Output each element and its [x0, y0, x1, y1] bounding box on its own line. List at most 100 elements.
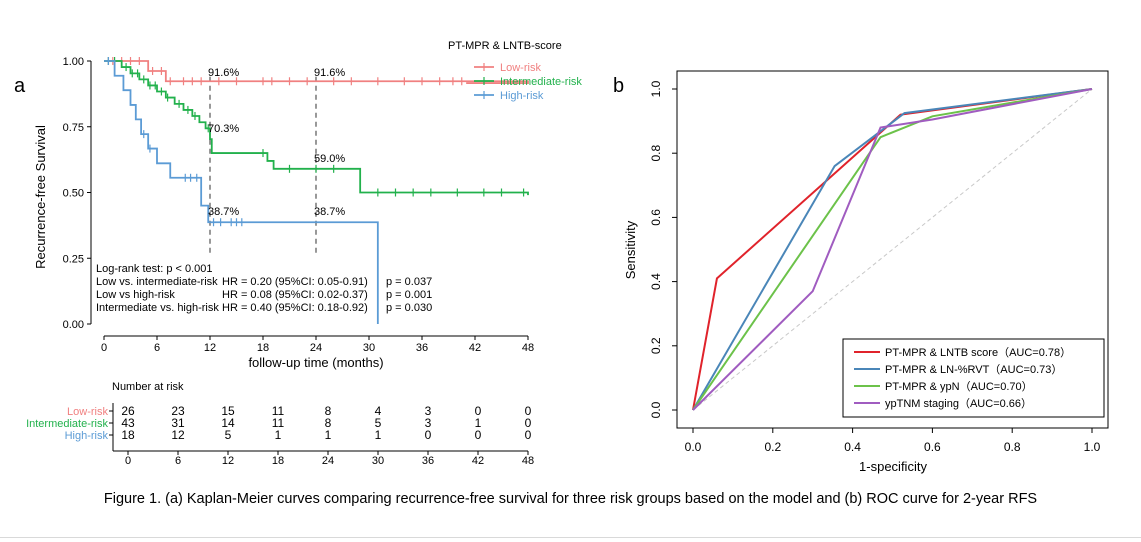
risk-count: 26 — [121, 404, 135, 418]
roc-legend-label: PT-MPR & LN-%RVT（AUC=0.73） — [885, 363, 1062, 376]
km-axes: 0 6 12 18 24 30 36 42 48 0.00 0.25 0.50 0.75 1.00 — [63, 56, 535, 354]
roc-curves — [692, 88, 1093, 411]
roc-legend-box — [842, 338, 1105, 418]
stat-label: Low vs. intermediate-risk — [96, 276, 218, 288]
roc-y-tick-label: 0.8 — [649, 145, 663, 162]
risk-count: 11 — [272, 404, 285, 418]
risk-count: 3 — [425, 416, 432, 430]
km-curve-intermediate-risk — [104, 60, 529, 196]
km-curve-low-risk — [104, 60, 529, 84]
risk-row-label: High-risk — [65, 430, 109, 442]
roc-axes: 0.0 0.2 0.4 0.6 0.8 1.0 0.0 0.2 0.4 0.6 0.8 1.0 — [649, 80, 1101, 454]
km-y-tick-label: 0.50 — [63, 188, 84, 200]
risk-time-label: 30 — [372, 455, 384, 467]
roc-y-tick-label: 0.6 — [649, 209, 663, 226]
panel-label-b: b — [613, 75, 624, 97]
risk-count: 5 — [375, 416, 382, 430]
km-legend-label: Low-risk — [500, 62, 541, 74]
risk-count: 18 — [121, 428, 135, 442]
km-percent-label: 70.3% — [208, 123, 239, 135]
figure-caption: Figure 1. (a) Kaplan-Meier curves compar… — [103, 491, 1038, 507]
risk-count: 1 — [475, 416, 482, 430]
km-xlabel: follow-up time (months) — [248, 355, 383, 370]
km-x-tick-label: 6 — [154, 342, 160, 354]
risk-table: Number at risk Low-risk 26 23 15 11 8 4 3 0 0Inte… — [26, 381, 534, 467]
km-x-tick-label: 12 — [204, 342, 216, 354]
km-legend-label: High-risk — [500, 90, 544, 102]
roc-y-tick-label: 1.0 — [649, 80, 663, 97]
risk-count: 0 — [525, 428, 532, 442]
roc-x-tick-label: 0.0 — [685, 440, 702, 454]
risk-count: 31 — [171, 416, 185, 430]
risk-count: 0 — [425, 428, 432, 442]
km-percent-label: 59.0% — [314, 153, 345, 165]
km-y-tick-label: 0.75 — [63, 122, 84, 134]
risk-count: 3 — [425, 404, 432, 418]
divider — [0, 537, 1141, 538]
stat-p: p = 0.030 — [386, 302, 432, 314]
km-x-tick-label: 30 — [363, 342, 375, 354]
roc-plot-frame — [676, 70, 1109, 429]
risk-count: 1 — [375, 428, 382, 442]
risk-count: 0 — [525, 416, 532, 430]
figure: a Recurrence-free Survival follow-up tim… — [14, 40, 1109, 474]
km-reference-lines — [209, 76, 317, 253]
risk-count: 8 — [325, 404, 332, 418]
km-y-tick-label: 1.00 — [63, 56, 84, 68]
risk-table-title: Number at risk — [112, 381, 184, 393]
stat-p: p = 0.001 — [386, 289, 432, 301]
km-curve-high-risk — [104, 60, 379, 324]
risk-time-label: 6 — [175, 455, 181, 467]
roc-legend-label: ypTNM staging（AUC=0.66） — [885, 397, 1032, 410]
roc-y-tick-label: 0.0 — [649, 401, 663, 418]
km-x-tick-label: 36 — [416, 342, 428, 354]
risk-count: 4 — [375, 404, 382, 418]
roc-y-tick-label: 0.4 — [649, 273, 663, 290]
roc-x-tick-label: 0.4 — [844, 440, 861, 454]
panel-label-a: a — [14, 75, 26, 97]
risk-count: 8 — [325, 416, 332, 430]
risk-row-label: Low-risk — [67, 406, 108, 418]
risk-count: 0 — [525, 404, 532, 418]
risk-row-label: Intermediate-risk — [26, 418, 108, 430]
roc-legend-label: PT-MPR & LNTB score（AUC=0.78） — [885, 346, 1071, 359]
km-y-tick-label: 0.25 — [63, 253, 84, 265]
km-annotations: 91.6% 91.6% 70.3% 59.0% 38.7% 38.7% — [208, 67, 345, 218]
risk-count: 1 — [275, 428, 282, 442]
km-ylabel: Recurrence-free Survival — [33, 125, 48, 269]
km-legend: PT-MPR & LNTB-score Low-risk Intermediate… — [448, 40, 582, 102]
km-x-tick-label: 0 — [101, 342, 107, 354]
risk-count: 11 — [272, 416, 285, 430]
risk-count: 0 — [475, 404, 482, 418]
roc-y-tick-label: 0.2 — [649, 337, 663, 354]
km-panel: a Recurrence-free Survival follow-up tim… — [14, 40, 582, 467]
km-x-tick-label: 48 — [522, 342, 534, 354]
stat-label: Intermediate vs. high-risk — [96, 302, 219, 314]
risk-time-label: 42 — [472, 455, 484, 467]
km-x-tick-label: 24 — [310, 342, 322, 354]
risk-time-label: 18 — [272, 455, 284, 467]
risk-count: 14 — [221, 416, 235, 430]
risk-count: 5 — [225, 428, 232, 442]
risk-time-label: 36 — [422, 455, 434, 467]
roc-curve — [692, 88, 1093, 411]
stat-hr: HR = 0.20 (95%CI: 0.05-0.91) — [222, 276, 368, 288]
km-percent-label: 91.6% — [314, 67, 345, 79]
km-percent-label: 38.7% — [314, 206, 345, 218]
roc-ylabel: Sensitivity — [623, 220, 638, 279]
roc-x-tick-label: 0.6 — [924, 440, 941, 454]
roc-xlabel: 1-specificity — [859, 459, 927, 474]
risk-time-label: 24 — [322, 455, 334, 467]
km-curves — [104, 57, 529, 324]
risk-time-label: 12 — [222, 455, 234, 467]
km-x-tick-label: 42 — [469, 342, 481, 354]
stat-hr: HR = 0.08 (95%CI: 0.02-0.37) — [222, 289, 368, 301]
km-legend-title: PT-MPR & LNTB-score — [448, 40, 562, 52]
roc-legend-label: PT-MPR & ypN（AUC=0.70） — [885, 380, 1033, 393]
roc-curve — [692, 88, 1093, 411]
roc-x-tick-label: 0.2 — [764, 440, 781, 454]
risk-time-label: 48 — [522, 455, 534, 467]
stat-label: Low vs high-risk — [96, 289, 175, 301]
roc-panel: b Sensitivity 1-specificity 0.0 0.2 0.4 0.6… — [613, 70, 1109, 474]
risk-count: 43 — [121, 416, 135, 430]
